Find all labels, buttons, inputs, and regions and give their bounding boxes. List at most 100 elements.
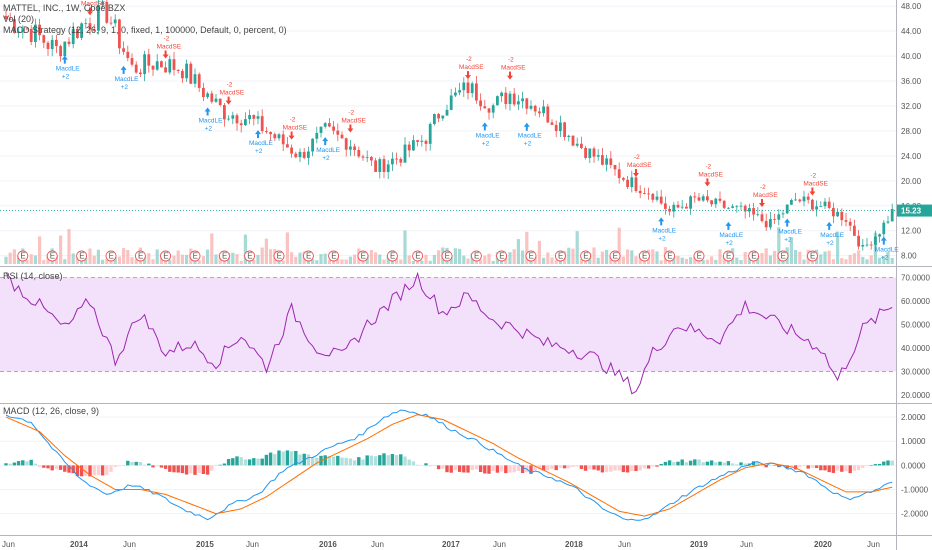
macd-histogram-bar xyxy=(361,459,365,466)
macd-histogram-bar xyxy=(84,465,88,476)
macd-histogram-bar xyxy=(50,465,54,471)
volume-bar xyxy=(890,257,894,264)
macd-histogram-bar xyxy=(382,453,386,466)
macd-histogram-bar xyxy=(487,465,491,474)
candle-body xyxy=(811,199,814,210)
volume-bar xyxy=(105,259,109,264)
macd-histogram-bar xyxy=(428,465,432,467)
earnings-marker-label: E xyxy=(331,252,336,261)
volume-bar xyxy=(516,239,520,264)
macd-histogram-bar xyxy=(348,458,353,466)
candle-body xyxy=(630,177,634,188)
candle-body xyxy=(4,15,8,19)
candle-body xyxy=(832,207,835,217)
volume-bar xyxy=(655,251,659,264)
short-signal-label: MacdSE xyxy=(698,171,723,178)
volume-bar xyxy=(592,247,596,264)
candle-body xyxy=(311,138,314,152)
candle-body xyxy=(126,51,130,59)
long-signal-arrow xyxy=(826,221,833,230)
macd-histogram-bar xyxy=(672,462,676,466)
volume-bar xyxy=(491,260,495,264)
earnings-marker xyxy=(134,250,146,262)
macd-histogram-bar xyxy=(222,463,227,466)
volume-bar xyxy=(747,258,751,264)
volume-bar xyxy=(63,259,67,264)
volume-bar xyxy=(96,249,100,264)
candle-body xyxy=(29,28,33,42)
candle-body xyxy=(794,199,797,201)
volume-bar xyxy=(722,255,726,264)
volume-bar xyxy=(487,253,491,264)
candle-body xyxy=(206,93,209,98)
earnings-marker-label: E xyxy=(781,252,786,261)
earnings-marker xyxy=(806,250,818,262)
candle-body xyxy=(386,164,390,173)
volume-bar xyxy=(684,258,688,264)
macd-histogram-bar xyxy=(613,465,617,471)
earnings-marker xyxy=(525,250,537,262)
candle-body xyxy=(277,134,281,139)
candle-body xyxy=(853,225,856,236)
macd-histogram-bar xyxy=(823,465,827,471)
short-signal-label: MacdSE xyxy=(627,162,652,169)
time-tick-label: Jun xyxy=(493,540,506,549)
macd-histogram-bar xyxy=(399,454,403,466)
macd-histogram-bar xyxy=(54,465,59,470)
earnings-marker xyxy=(160,250,172,262)
volume-bar xyxy=(340,259,344,264)
candle-body xyxy=(248,114,251,120)
price-tick-label: 20.00 xyxy=(901,177,922,186)
macd-histogram-bar xyxy=(411,461,416,466)
volume-bar xyxy=(605,249,609,264)
macd-histogram-bar xyxy=(743,463,747,466)
candle-body xyxy=(567,135,571,137)
macd-histogram-bar xyxy=(336,455,340,466)
macd-histogram-bar xyxy=(827,465,831,473)
candle-body xyxy=(395,158,398,160)
macd-histogram-bar xyxy=(634,465,638,472)
volume-bar xyxy=(348,256,352,264)
short-signal-arrow xyxy=(633,168,639,177)
earnings-marker-label: E xyxy=(558,252,563,261)
candle-body xyxy=(647,193,650,195)
macd-histogram-bar xyxy=(8,463,12,466)
earnings-marker xyxy=(17,250,29,262)
macd-histogram-bar xyxy=(705,461,710,466)
macd-histogram-bar xyxy=(331,456,336,466)
macd-histogram-bar xyxy=(798,465,802,467)
macd-histogram-bar xyxy=(621,465,626,473)
earnings-marker-label: E xyxy=(109,252,114,261)
macd-histogram-bar xyxy=(281,451,285,466)
volume-bar xyxy=(424,254,428,264)
macd-histogram-bar xyxy=(873,464,878,466)
long-signal-qty: +2 xyxy=(881,255,889,262)
volume-bar xyxy=(33,255,37,264)
short-signal-arrow xyxy=(225,96,232,105)
macd-histogram-bar xyxy=(210,465,214,471)
macd-histogram-bar xyxy=(113,465,117,468)
macd-histogram-bar xyxy=(352,460,357,466)
candle-body xyxy=(714,198,718,205)
candle-body xyxy=(575,143,579,146)
volume-bar xyxy=(353,254,357,264)
candle-body xyxy=(857,235,860,247)
macd-histogram-bar xyxy=(722,462,726,466)
macd-histogram-bar xyxy=(575,465,579,467)
candle-body xyxy=(202,87,205,98)
volume-bar xyxy=(336,258,340,264)
candle-body xyxy=(449,95,453,110)
candle-body xyxy=(412,140,415,151)
volume-bar xyxy=(554,259,558,264)
candle-body xyxy=(328,123,331,127)
candle-body xyxy=(407,144,411,151)
rsi-legend: RSI (14, close) xyxy=(3,271,63,281)
candle-body xyxy=(823,201,827,207)
macd-histogram-bar xyxy=(457,465,462,472)
short-signal-arrow xyxy=(288,131,295,140)
macd-histogram-bar xyxy=(693,459,697,466)
candle-body xyxy=(8,18,12,20)
last-price-value: 15.23 xyxy=(901,207,922,216)
volume-bar xyxy=(693,256,697,264)
macd-histogram-bar xyxy=(877,463,882,466)
